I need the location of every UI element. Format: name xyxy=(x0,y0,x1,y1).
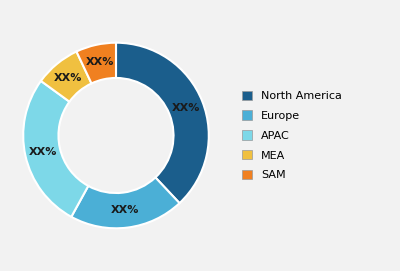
Text: XX%: XX% xyxy=(111,205,140,215)
Wedge shape xyxy=(23,81,88,217)
Wedge shape xyxy=(116,43,209,203)
Legend: North America, Europe, APAC, MEA, SAM: North America, Europe, APAC, MEA, SAM xyxy=(242,91,342,180)
Wedge shape xyxy=(76,43,116,83)
Text: XX%: XX% xyxy=(86,57,114,67)
Wedge shape xyxy=(41,51,92,102)
Wedge shape xyxy=(71,178,180,228)
Text: XX%: XX% xyxy=(54,73,82,83)
Text: XX%: XX% xyxy=(28,147,57,157)
Text: XX%: XX% xyxy=(172,103,200,113)
